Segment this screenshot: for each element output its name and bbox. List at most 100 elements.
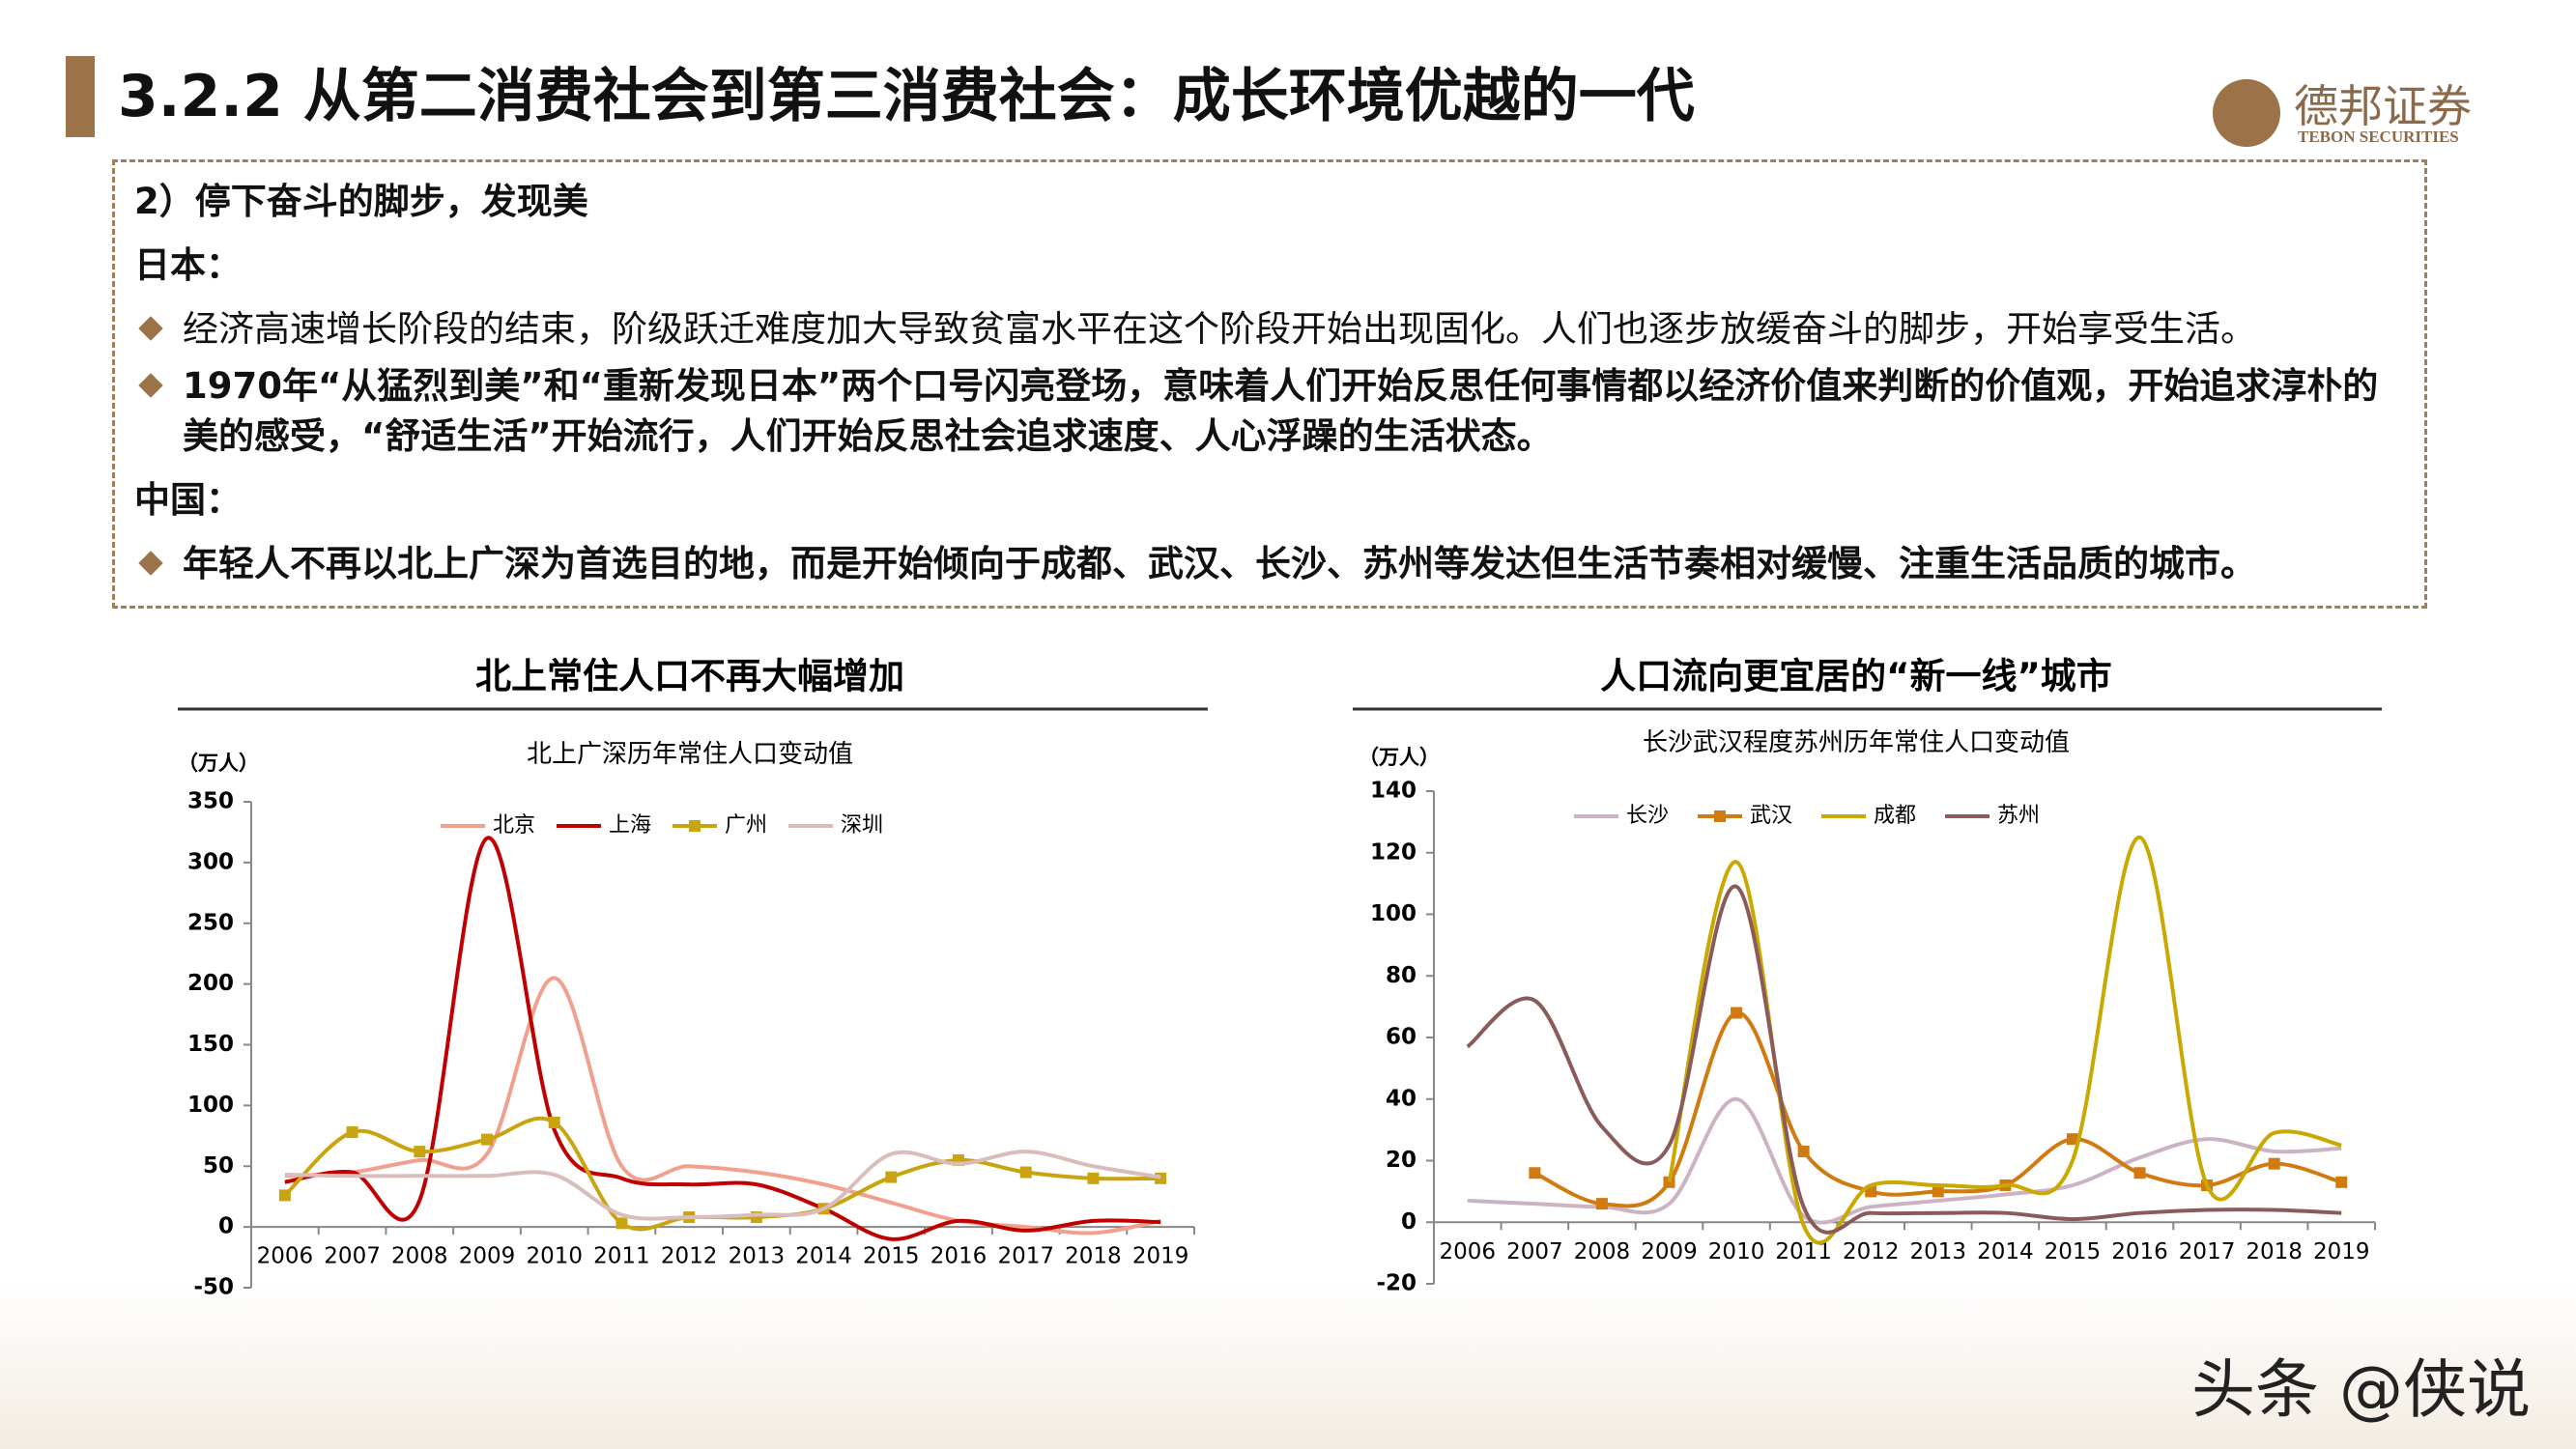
x-tick-label: 2010 [1708, 1239, 1765, 1264]
point-marker [2335, 1176, 2348, 1188]
legend-label: 北京 [493, 813, 535, 838]
y-tick-label: 50 [203, 1153, 234, 1179]
y-tick-label: 100 [1370, 901, 1417, 926]
point-marker [1797, 1145, 1810, 1157]
legend-label: 长沙 [1626, 804, 1669, 828]
watermark: 头条 @侠说 [2191, 1352, 2531, 1427]
point-marker [346, 1126, 358, 1139]
x-tick-label: 2008 [391, 1244, 448, 1269]
y-tick-label: 0 [218, 1214, 234, 1239]
point-marker [2066, 1133, 2078, 1146]
section-label: 日本： [134, 244, 242, 286]
y-tick-label: 140 [1370, 779, 1417, 804]
x-tick-label: 2015 [863, 1244, 920, 1269]
logo-text-en: TEBON SECURITIES [2298, 128, 2459, 146]
y-tick-label: 40 [1386, 1086, 1417, 1111]
x-tick-label: 2012 [1843, 1239, 1900, 1264]
y-tick-label: 350 [187, 789, 234, 814]
point-marker [1087, 1172, 1100, 1184]
heading: 2）停下奋斗的脚步，发现美 [134, 181, 588, 222]
x-tick-label: 2018 [1065, 1244, 1122, 1269]
unit-label: （万人） [178, 752, 259, 775]
series-line [284, 836, 1161, 1241]
point-marker [885, 1171, 898, 1183]
point-marker [2268, 1157, 2280, 1170]
point-marker [2133, 1167, 2146, 1179]
legend-label: 武汉 [1750, 804, 1792, 828]
point-marker [1019, 1166, 1032, 1179]
x-tick-label: 2010 [526, 1244, 583, 1269]
y-tick-label: 150 [187, 1032, 234, 1057]
x-tick-label: 2007 [324, 1244, 381, 1269]
legend-marker [1714, 810, 1726, 822]
x-tick-label: 2009 [1641, 1239, 1698, 1264]
x-tick-label: 2006 [257, 1244, 314, 1269]
point-marker [1529, 1167, 1541, 1179]
y-tick-label: 80 [1386, 963, 1417, 988]
series-line [1467, 1096, 2342, 1225]
y-tick-label: 200 [187, 971, 234, 996]
series-line [1667, 835, 2342, 1245]
x-tick-label: 2017 [997, 1244, 1054, 1269]
x-tick-label: 2013 [1910, 1239, 1967, 1264]
chart-title: 人口流向更宜居的“新一线”城市 [1600, 656, 2112, 697]
y-tick-label: -20 [1376, 1271, 1417, 1296]
x-tick-label: 2014 [1977, 1239, 2034, 1264]
point-marker [548, 1116, 560, 1128]
point-marker [278, 1189, 291, 1202]
x-tick-label: 2008 [1574, 1239, 1631, 1264]
section-label: 中国： [134, 479, 242, 521]
bullet: 1970年“从猛烈到美”和“重新发现日本”两个口号闪亮登场，意味着人们开始反思任… [134, 361, 2405, 462]
y-tick-label: -50 [193, 1275, 234, 1300]
bullet: 经济高速增长阶段的结束，阶级跃迁难度加大导致贫富水平在这个阶段开始出现固化。人们… [134, 304, 2405, 355]
x-tick-label: 2009 [459, 1244, 516, 1269]
y-tick-label: 0 [1401, 1209, 1417, 1235]
logo-mark [2213, 79, 2280, 147]
chart-title: 北上常住人口不再大幅增加 [475, 656, 904, 697]
title-bar [66, 56, 95, 137]
unit-label: （万人） [1359, 746, 1440, 769]
point-marker [1595, 1198, 1608, 1210]
text-box: 2）停下奋斗的脚步，发现美 日本： 经济高速增长阶段的结束，阶级跃迁难度加大导致… [112, 159, 2427, 609]
x-tick-label: 2013 [729, 1244, 786, 1269]
series-line [1533, 1010, 2342, 1208]
series-line [1466, 884, 2342, 1235]
y-tick-label: 100 [187, 1093, 234, 1118]
x-tick-label: 2016 [930, 1244, 987, 1269]
background [0, 1285, 2576, 1449]
x-tick-label: 2014 [795, 1244, 852, 1269]
chart-subtitle: 长沙武汉程度苏州历年常住人口变动值 [1643, 728, 2070, 757]
series-line [284, 1150, 1161, 1221]
x-tick-label: 2018 [2246, 1239, 2303, 1264]
y-tick-label: 120 [1370, 839, 1417, 865]
legend-label: 上海 [609, 813, 651, 838]
y-tick-label: 300 [187, 849, 234, 874]
point-marker [615, 1217, 628, 1230]
slide-title: 3.2.2 从第二消费社会到第三消费社会：成长环境优越的一代 [118, 63, 1695, 130]
logo-text: 德邦证券 [2294, 80, 2472, 132]
y-tick-label: 250 [187, 910, 234, 935]
point-marker [481, 1133, 493, 1146]
x-tick-label: 2019 [1132, 1244, 1189, 1269]
point-marker [1731, 1007, 1743, 1019]
legend-label: 广州 [725, 813, 767, 838]
legend-label: 成都 [1874, 804, 1916, 828]
x-tick-label: 2011 [593, 1244, 650, 1269]
x-tick-label: 2007 [1506, 1239, 1563, 1264]
legend-label: 苏州 [1997, 804, 2040, 828]
x-tick-label: 2015 [2045, 1239, 2102, 1264]
y-tick-label: 60 [1386, 1025, 1417, 1050]
x-tick-label: 2016 [2111, 1239, 2168, 1264]
chart-subtitle: 北上广深历年常住人口变动值 [527, 740, 853, 769]
point-marker [1932, 1185, 1944, 1198]
legend-label: 深圳 [841, 813, 883, 838]
x-tick-label: 2017 [2179, 1239, 2236, 1264]
series-line [284, 976, 1161, 1236]
x-tick-label: 2019 [2313, 1239, 2370, 1264]
point-marker [414, 1146, 426, 1158]
legend-marker [689, 820, 701, 832]
bullet: 年轻人不再以北上广深为首选目的地，而是开始倾向于成都、武汉、长沙、苏州等发达但生… [134, 539, 2405, 589]
y-tick-label: 20 [1386, 1148, 1417, 1173]
